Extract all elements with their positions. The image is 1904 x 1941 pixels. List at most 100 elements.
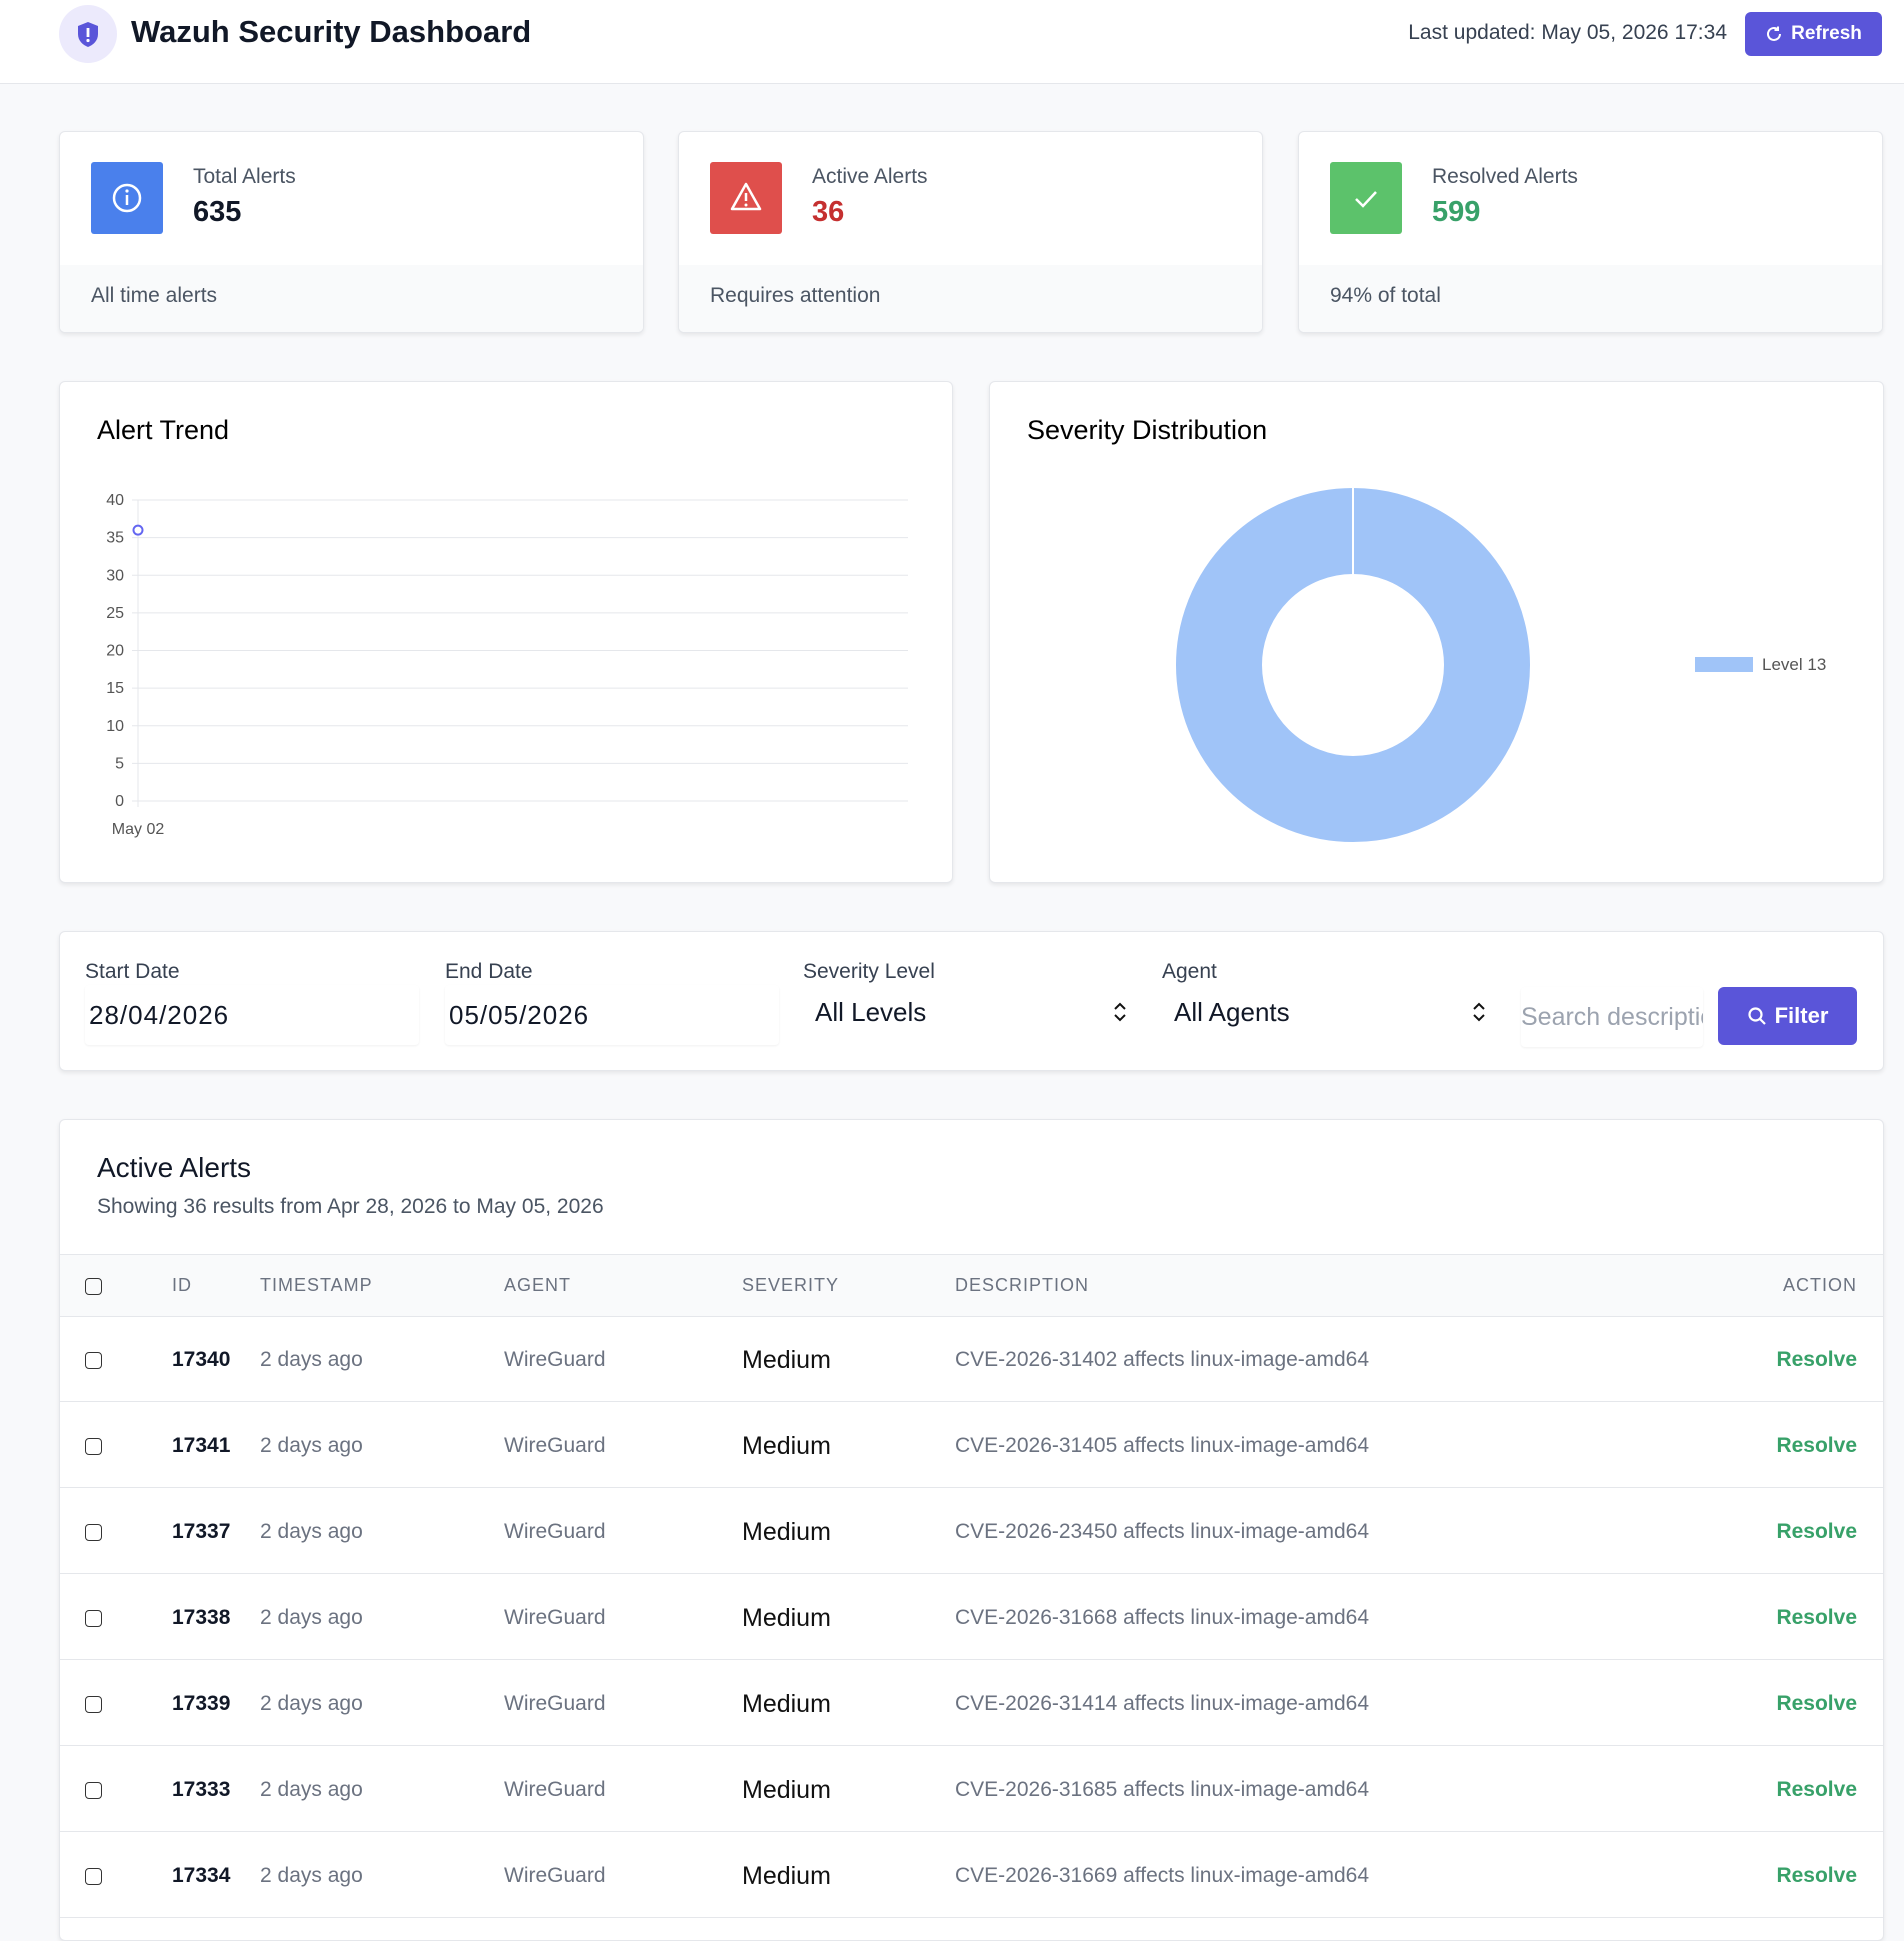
severity: Medium	[742, 1518, 831, 1546]
table-title: Active Alerts	[97, 1152, 252, 1183]
refresh-button[interactable]: Refresh	[1745, 12, 1882, 56]
y-tick-label: 10	[106, 718, 124, 735]
card-footer-text: All time alerts	[91, 284, 218, 307]
row-checkbox[interactable]	[85, 1278, 102, 1295]
description: CVE-2026-31685 affects linux-image-amd64	[955, 1778, 1370, 1801]
table-row: 17339 2 days ago WireGuard Medium CVE-2026-3…	[60, 1660, 1883, 1746]
logo	[59, 5, 117, 63]
row-checkbox[interactable]	[85, 1782, 102, 1799]
select-arrows	[1114, 1002, 1126, 1022]
agent: WireGuard	[504, 1864, 606, 1887]
timestamp: 2 days ago	[260, 1778, 363, 1801]
resolve-link[interactable]: Resolve	[1776, 1434, 1857, 1457]
card-icon	[91, 162, 163, 234]
row-checkbox[interactable]	[85, 1610, 102, 1627]
agent: WireGuard	[504, 1692, 606, 1715]
filter-button[interactable]: Filter	[1718, 987, 1857, 1045]
alert-id: 17339	[172, 1692, 231, 1715]
resolve-link[interactable]: Resolve	[1776, 1778, 1857, 1801]
resolve-link[interactable]: Resolve	[1776, 1520, 1857, 1543]
card-icon	[710, 162, 782, 234]
card-label: Resolved Alerts	[1432, 165, 1578, 188]
table-row: 17340 2 days ago WireGuard Medium CVE-2026-3…	[60, 1316, 1883, 1402]
x-tick-label: May 02	[112, 821, 165, 838]
resolve-link[interactable]: Resolve	[1776, 1348, 1857, 1371]
y-tick-label: 35	[106, 530, 124, 547]
card-icon	[1330, 162, 1402, 234]
timestamp: 2 days ago	[260, 1348, 363, 1371]
line-chart: Alert Trend 0 5 10 15 20 25 30 35 40 May 02	[97, 415, 908, 838]
trend-panel: Alert Trend 0 5 10 15 20 25 30 35 40 May 02	[59, 381, 953, 883]
agent: WireGuard	[504, 1348, 606, 1371]
start-date-label: Start Date	[85, 960, 180, 983]
description: CVE-2026-31405 affects linux-image-amd64	[955, 1434, 1370, 1457]
stat-card: Resolved Alerts 599 94% of total	[1298, 131, 1883, 333]
alert-id: 17333	[172, 1778, 231, 1801]
timestamp: 2 days ago	[260, 1864, 363, 1887]
filter-panel: Start Date 28/04/2026 End Date 05/05/202…	[59, 931, 1884, 1071]
timestamp: 2 days ago	[260, 1520, 363, 1543]
column-header: DESCRIPTION	[955, 1275, 1090, 1295]
severity: Medium	[742, 1346, 831, 1374]
severity: Medium	[742, 1604, 831, 1632]
stat-card: Total Alerts 635 All time alerts	[59, 131, 644, 333]
card-label: Active Alerts	[812, 165, 928, 188]
legend-label: Level 13	[1762, 655, 1826, 674]
resolve-link[interactable]: Resolve	[1776, 1692, 1857, 1715]
alert-id: 17338	[172, 1606, 231, 1629]
severity: Medium	[742, 1862, 831, 1890]
table-row: 17333 2 days ago WireGuard Medium CVE-2026-3…	[60, 1746, 1883, 1832]
table-subtitle: Showing 36 results from Apr 28, 2026 to …	[97, 1195, 604, 1218]
severity-value: All Levels	[815, 996, 927, 1027]
pie-slice	[1174, 485, 1532, 845]
start-date-input[interactable]: 28/04/2026	[85, 985, 419, 1045]
app-title: Wazuh Security Dashboard	[131, 14, 532, 49]
column-header: SEVERITY	[742, 1275, 840, 1295]
y-tick-label: 20	[106, 643, 124, 660]
row-checkbox[interactable]	[85, 1696, 102, 1713]
alert-id: 17340	[172, 1348, 231, 1371]
stat-card: Active Alerts 36 Requires attention	[678, 131, 1263, 333]
refresh-icon	[1767, 26, 1782, 41]
y-tick-label: 30	[106, 567, 124, 584]
severity-label: Severity Level	[803, 960, 935, 983]
description: CVE-2026-31668 affects linux-image-amd64	[955, 1606, 1370, 1629]
resolve-link[interactable]: Resolve	[1776, 1606, 1857, 1629]
refresh-label: Refresh	[1791, 23, 1862, 44]
card-value: 599	[1432, 196, 1481, 228]
row-checkbox[interactable]	[85, 1868, 102, 1885]
search-icon	[1747, 1007, 1766, 1025]
card-footer: All time alerts	[60, 265, 643, 332]
data-point	[132, 524, 144, 536]
pie-chart: Severity Distribution Level 13	[1027, 415, 1826, 845]
severity: Medium	[742, 1776, 831, 1804]
severity-select[interactable]: All Levels	[803, 982, 1155, 1042]
timestamp: 2 days ago	[260, 1434, 363, 1457]
column-header: AGENT	[504, 1275, 572, 1295]
resolve-link[interactable]: Resolve	[1776, 1864, 1857, 1887]
search-input[interactable]: Search description	[1521, 987, 1703, 1047]
row-checkbox[interactable]	[85, 1352, 102, 1369]
card-footer-text: 94% of total	[1330, 284, 1441, 307]
alerts-panel: Active Alerts Showing 36 results from Ap…	[59, 1119, 1884, 1941]
agent-label: Agent	[1162, 960, 1217, 983]
end-date-label: End Date	[445, 960, 533, 983]
row-checkbox[interactable]	[85, 1438, 102, 1455]
agent: WireGuard	[504, 1778, 606, 1801]
severity: Medium	[742, 1432, 831, 1460]
y-tick-label: 15	[106, 680, 124, 697]
card-footer: 94% of total	[1299, 265, 1882, 332]
card-footer-text: Requires attention	[710, 284, 881, 307]
card-value: 36	[812, 196, 845, 228]
row-checkbox[interactable]	[85, 1524, 102, 1541]
column-header: TIMESTAMP	[260, 1275, 373, 1295]
chart-title: Severity Distribution	[1027, 415, 1267, 445]
top-bar: Wazuh Security Dashboard Last updated: M…	[0, 0, 1904, 84]
card-footer: Requires attention	[679, 265, 1262, 332]
agent-select[interactable]: All Agents	[1162, 982, 1514, 1042]
agent: WireGuard	[504, 1520, 606, 1543]
end-date-input[interactable]: 05/05/2026	[445, 985, 779, 1045]
description: CVE-2026-31402 affects linux-image-amd64	[955, 1348, 1370, 1371]
table-row: 17338 2 days ago WireGuard Medium CVE-2026-3…	[60, 1574, 1883, 1660]
